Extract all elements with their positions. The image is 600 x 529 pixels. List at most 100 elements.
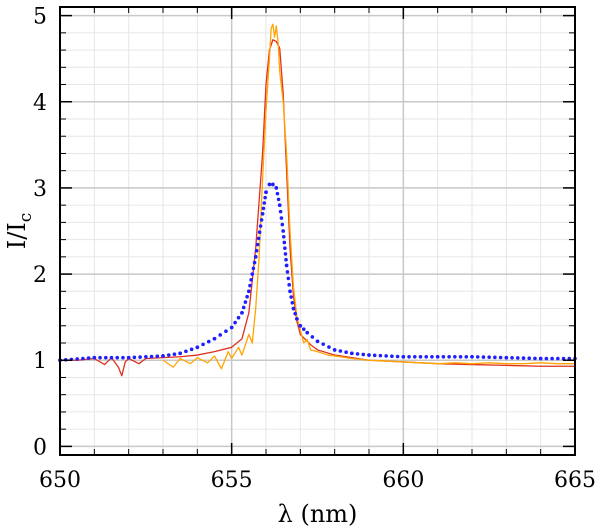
series-blue-dot (250, 272, 255, 276)
series-blue-dot (121, 355, 125, 360)
y-axis-label-main: I/I (3, 222, 31, 249)
series-blue-dot (218, 333, 223, 337)
series-blue-dot (390, 354, 394, 359)
series-blue-dot (458, 354, 463, 359)
grid (60, 7, 575, 455)
series-blue-dot (521, 356, 526, 360)
series-blue-dot (263, 195, 267, 200)
series-blue-dot (475, 355, 480, 359)
series-blue-point (253, 255, 258, 259)
x-tick-label: 665 (554, 468, 596, 493)
series-blue-dot (132, 355, 137, 360)
series-blue-dot (144, 354, 148, 359)
series-blue-point (538, 356, 543, 361)
series-blue-point (277, 203, 282, 207)
series-blue-point (229, 325, 234, 330)
series-blue-point (92, 355, 97, 360)
series-blue-dot (81, 356, 85, 361)
series-blue-dot (279, 216, 284, 220)
series-blue-point (161, 354, 165, 358)
series-blue-dot (233, 320, 237, 325)
series-blue-dot (262, 201, 267, 205)
series-blue-dot (75, 357, 79, 361)
y-axis-label-subscript: c (16, 213, 36, 223)
series-blue-dot (418, 354, 423, 359)
series-blue-dot (236, 315, 241, 320)
series-blue-dot (282, 240, 287, 245)
series-blue-dot (301, 327, 306, 332)
series-blue-dot (544, 356, 549, 361)
series-blue-dot (293, 311, 297, 316)
series-blue-dot (258, 224, 263, 228)
series-blue-dot (86, 356, 91, 360)
series-blue-dot (412, 354, 417, 359)
series-blue-point (247, 289, 251, 294)
series-blue-dot (453, 354, 457, 359)
series-blue-point (295, 317, 299, 321)
series-blue-dot (283, 246, 287, 251)
series-blue-dot (257, 230, 262, 235)
series-blue-dot (550, 356, 554, 361)
series-blue-dot (286, 276, 291, 281)
series-blue-dot (527, 356, 532, 361)
series-blue-dot (372, 353, 377, 358)
series-blue-dot (556, 356, 560, 361)
series-blue-point (470, 354, 474, 359)
series-blue-point (504, 355, 509, 360)
series-blue-dot (201, 342, 205, 347)
series-blue-point (305, 330, 310, 335)
series-blue-point (195, 345, 200, 350)
series-red (60, 39, 575, 377)
series-blue-dot (567, 356, 572, 361)
y-tick-label: 1 (33, 349, 47, 374)
series-blue-dot (245, 294, 249, 299)
series-blue-dot (285, 270, 290, 274)
series-blue-dot (407, 354, 411, 359)
series-blue-point (271, 182, 275, 187)
series-blue-dot (248, 283, 252, 288)
series-blue-dot (464, 354, 469, 359)
series-blue-dot (327, 345, 331, 349)
x-tick-label: 660 (382, 468, 424, 493)
series-blue-dot (115, 355, 120, 360)
series-blue-dot (259, 218, 264, 222)
series-blue-dot (344, 350, 348, 354)
data-series (58, 23, 577, 377)
series-blue-dot (172, 352, 177, 357)
y-tick-label: 2 (33, 263, 47, 288)
series-blue-dot (441, 354, 446, 359)
series-blue-dot (498, 355, 503, 360)
series-blue-dot (430, 354, 434, 359)
series-blue-dot (561, 356, 566, 361)
series-blue-dot (533, 356, 537, 361)
series-blue-dot (355, 352, 360, 356)
series-blue-dot (243, 300, 248, 304)
series-blue-dot (98, 355, 102, 360)
y-tick-label: 0 (33, 435, 47, 460)
axis-ticks (59, 7, 576, 455)
series-blue-dot (378, 353, 383, 358)
series-red-line (60, 39, 575, 377)
series-blue-point (260, 211, 265, 216)
series-blue-dot (510, 355, 514, 360)
series-blue-point (288, 289, 292, 294)
x-tick-label: 655 (211, 468, 253, 493)
y-tick-label: 4 (33, 91, 47, 116)
series-blue-dot (254, 248, 259, 253)
series-blue-dot (361, 352, 366, 357)
series-blue-point (281, 229, 285, 233)
series-blue-dot (384, 354, 388, 358)
series-blue-point (284, 263, 289, 268)
series-blue-point (435, 354, 440, 359)
series-blue-dot (447, 354, 451, 359)
series-blue-point (291, 306, 296, 311)
tick-labels: 650 655 660 665 0 1 2 3 4 5 (33, 5, 596, 493)
series-blue-point (315, 339, 320, 344)
series-blue-dot (487, 355, 491, 360)
series-blue-dot (283, 252, 288, 256)
series-blue-dot (481, 355, 486, 359)
series-blue-dot (241, 305, 246, 310)
series-orange (162, 23, 575, 370)
series-blue-dot (289, 295, 293, 299)
series-blue-dot (338, 349, 343, 353)
